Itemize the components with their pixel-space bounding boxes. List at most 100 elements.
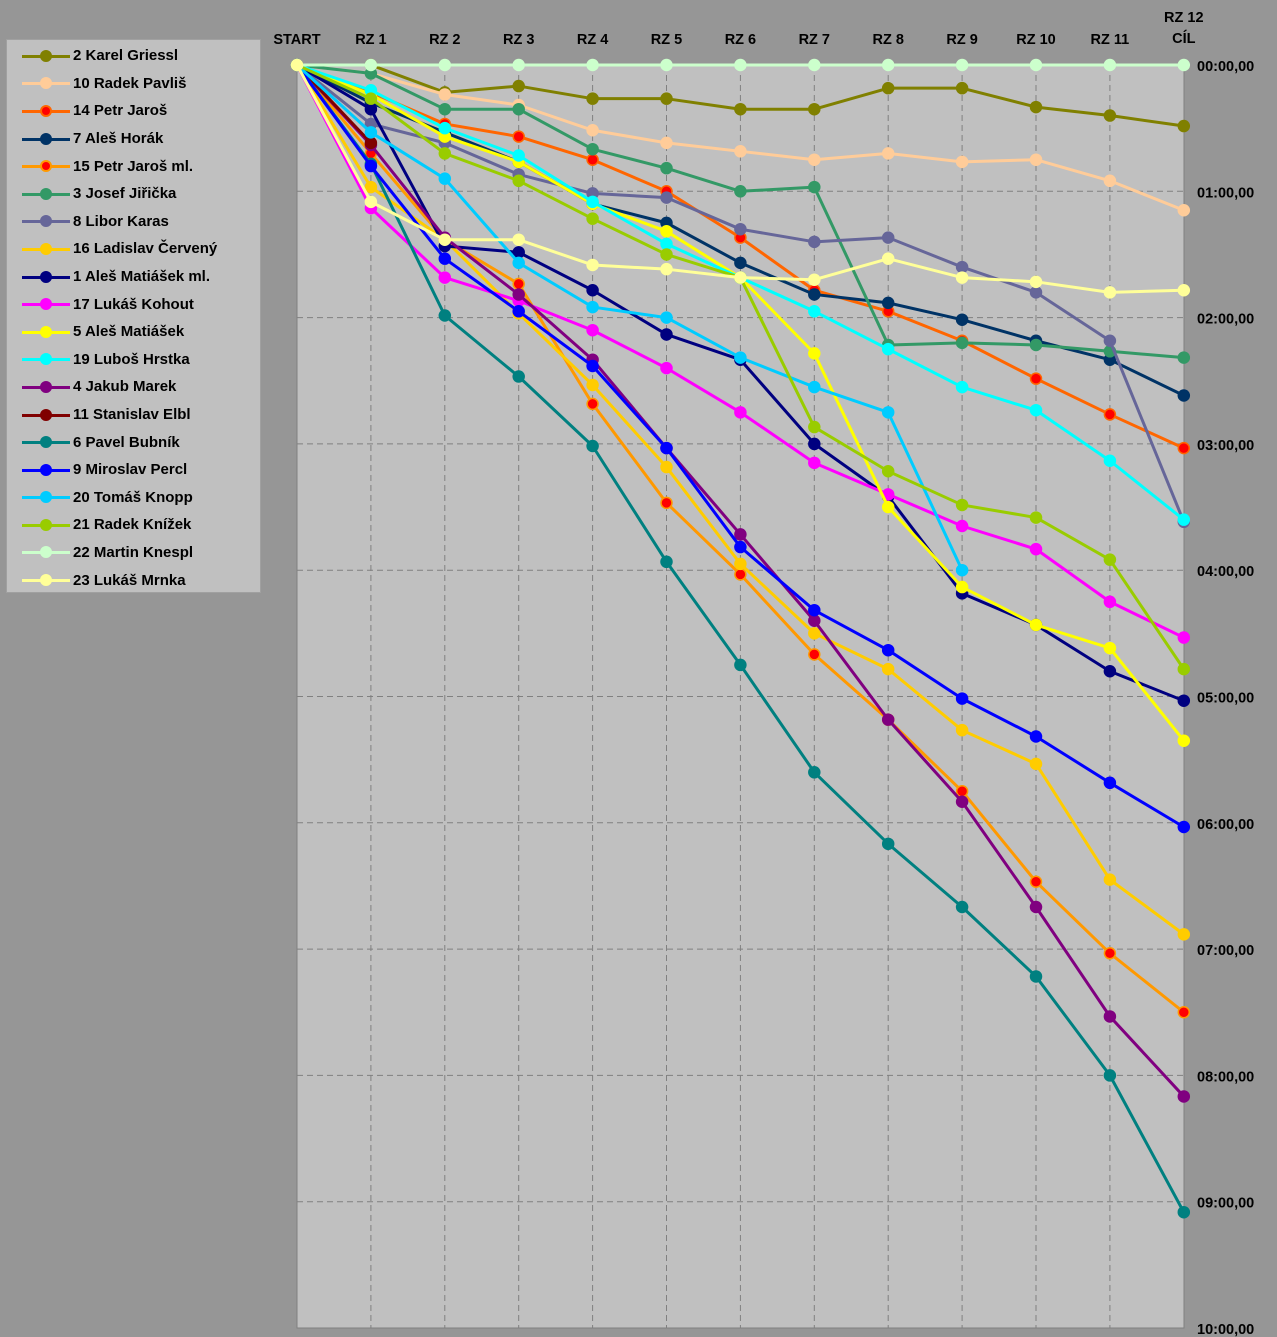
- data-point: [808, 380, 821, 394]
- legend-swatch: [22, 187, 70, 201]
- data-point: [364, 58, 378, 72]
- data-point: [734, 528, 747, 541]
- data-point: [808, 153, 821, 166]
- data-point: [1029, 875, 1043, 888]
- data-point: [1103, 641, 1117, 655]
- data-point: [1177, 1090, 1191, 1103]
- data-point: [1177, 58, 1191, 72]
- data-point: [734, 658, 747, 672]
- data-point: [808, 437, 821, 451]
- data-point: [881, 252, 895, 265]
- data-point: [955, 58, 969, 72]
- legend-item: 6 Pavel Bubník: [7, 428, 260, 456]
- data-point: [1103, 776, 1117, 790]
- x-tick-label: RZ 2: [429, 32, 460, 48]
- legend-item: 3 Josef Jiřička: [7, 180, 260, 208]
- data-point: [586, 142, 599, 156]
- data-point: [512, 246, 525, 259]
- data-point: [586, 283, 599, 297]
- data-point: [1103, 58, 1117, 72]
- data-point: [364, 195, 378, 209]
- data-point: [734, 406, 747, 419]
- legend-item: 23 Lukáš Mrnka: [7, 566, 260, 594]
- data-point: [660, 225, 673, 238]
- legend-label: 4 Jakub Marek: [73, 378, 177, 396]
- data-point: [512, 58, 525, 72]
- x-axis-labels: START RZ 1 RZ 2 RZ 3 RZ 4 RZ 5 RZ 6 RZ 7 RZ 8 RZ …: [273, 10, 1203, 48]
- legend-label: 22 Martin Knespl: [73, 543, 194, 561]
- data-point: [881, 147, 895, 160]
- data-point: [808, 180, 821, 194]
- data-point: [438, 121, 452, 135]
- legend-item: 21 Radek Knížek: [7, 511, 260, 539]
- legend-item: 19 Luboš Hrstka: [7, 346, 260, 374]
- data-point: [586, 323, 599, 337]
- legend-label: 10 Radek Pavliš: [73, 74, 187, 92]
- data-point: [660, 161, 673, 175]
- series-17: [290, 58, 969, 577]
- data-point: [1103, 334, 1117, 348]
- data-point: [512, 256, 525, 270]
- data-point: [1103, 595, 1117, 609]
- data-point: [808, 102, 821, 116]
- data-point: [1177, 441, 1191, 455]
- data-point: [808, 603, 821, 617]
- data-point: [1103, 174, 1117, 188]
- data-point: [586, 258, 599, 272]
- data-point: [955, 260, 969, 274]
- data-point: [808, 305, 821, 318]
- series-6: [290, 58, 1191, 364]
- data-point: [1029, 970, 1043, 983]
- data-point: [364, 136, 378, 150]
- x-tick-label: RZ 3: [503, 32, 534, 48]
- data-point: [586, 300, 599, 314]
- data-point: [438, 88, 452, 101]
- y-tick-label: 06:00,00: [1197, 817, 1254, 833]
- data-point: [586, 439, 599, 453]
- data-point: [1029, 542, 1043, 556]
- data-point: [660, 441, 673, 455]
- data-point: [1177, 389, 1191, 402]
- data-point: [512, 370, 525, 383]
- data-point: [1029, 338, 1043, 352]
- data-point: [955, 498, 969, 512]
- data-point: [808, 456, 821, 470]
- data-point: [512, 102, 525, 116]
- x-tick-label: RZ 5: [651, 32, 682, 48]
- y-tick-label: 04:00,00: [1197, 564, 1254, 580]
- data-point: [1103, 109, 1117, 122]
- y-tick-label: 00:00,00: [1197, 59, 1254, 75]
- data-point: [1177, 1006, 1191, 1019]
- data-point: [1029, 730, 1043, 743]
- data-point: [1029, 275, 1043, 289]
- x-tick-label: RZ 1: [355, 32, 386, 48]
- data-point: [512, 79, 525, 93]
- data-point: [1177, 631, 1191, 644]
- x-tick-label: RZ 10: [1016, 32, 1056, 48]
- data-point: [734, 185, 747, 198]
- legend-item: 22 Martin Knespl: [7, 539, 260, 567]
- legend-item: 20 Tomáš Knopp: [7, 484, 260, 512]
- legend-label: 6 Pavel Bubník: [73, 433, 180, 451]
- y-tick-label: 01:00,00: [1197, 185, 1254, 201]
- data-point: [364, 92, 378, 105]
- legend-label: 16 Ladislav Červený: [73, 240, 218, 258]
- data-point: [1103, 873, 1117, 886]
- data-point: [881, 643, 895, 657]
- x-tick-label: RZ 8: [872, 32, 903, 48]
- data-point: [1103, 664, 1117, 678]
- data-point: [1029, 153, 1043, 166]
- data-point: [881, 296, 895, 310]
- data-point: [660, 92, 673, 105]
- data-point: [438, 147, 452, 160]
- data-point: [1103, 286, 1117, 299]
- data-point: [734, 256, 747, 270]
- data-point: [881, 713, 895, 726]
- data-point: [734, 557, 747, 571]
- legend-item: 16 Ladislav Červený: [7, 235, 260, 263]
- data-point: [1177, 820, 1191, 834]
- data-point: [1177, 694, 1191, 707]
- legend-swatch: [22, 463, 70, 477]
- data-point: [881, 465, 895, 478]
